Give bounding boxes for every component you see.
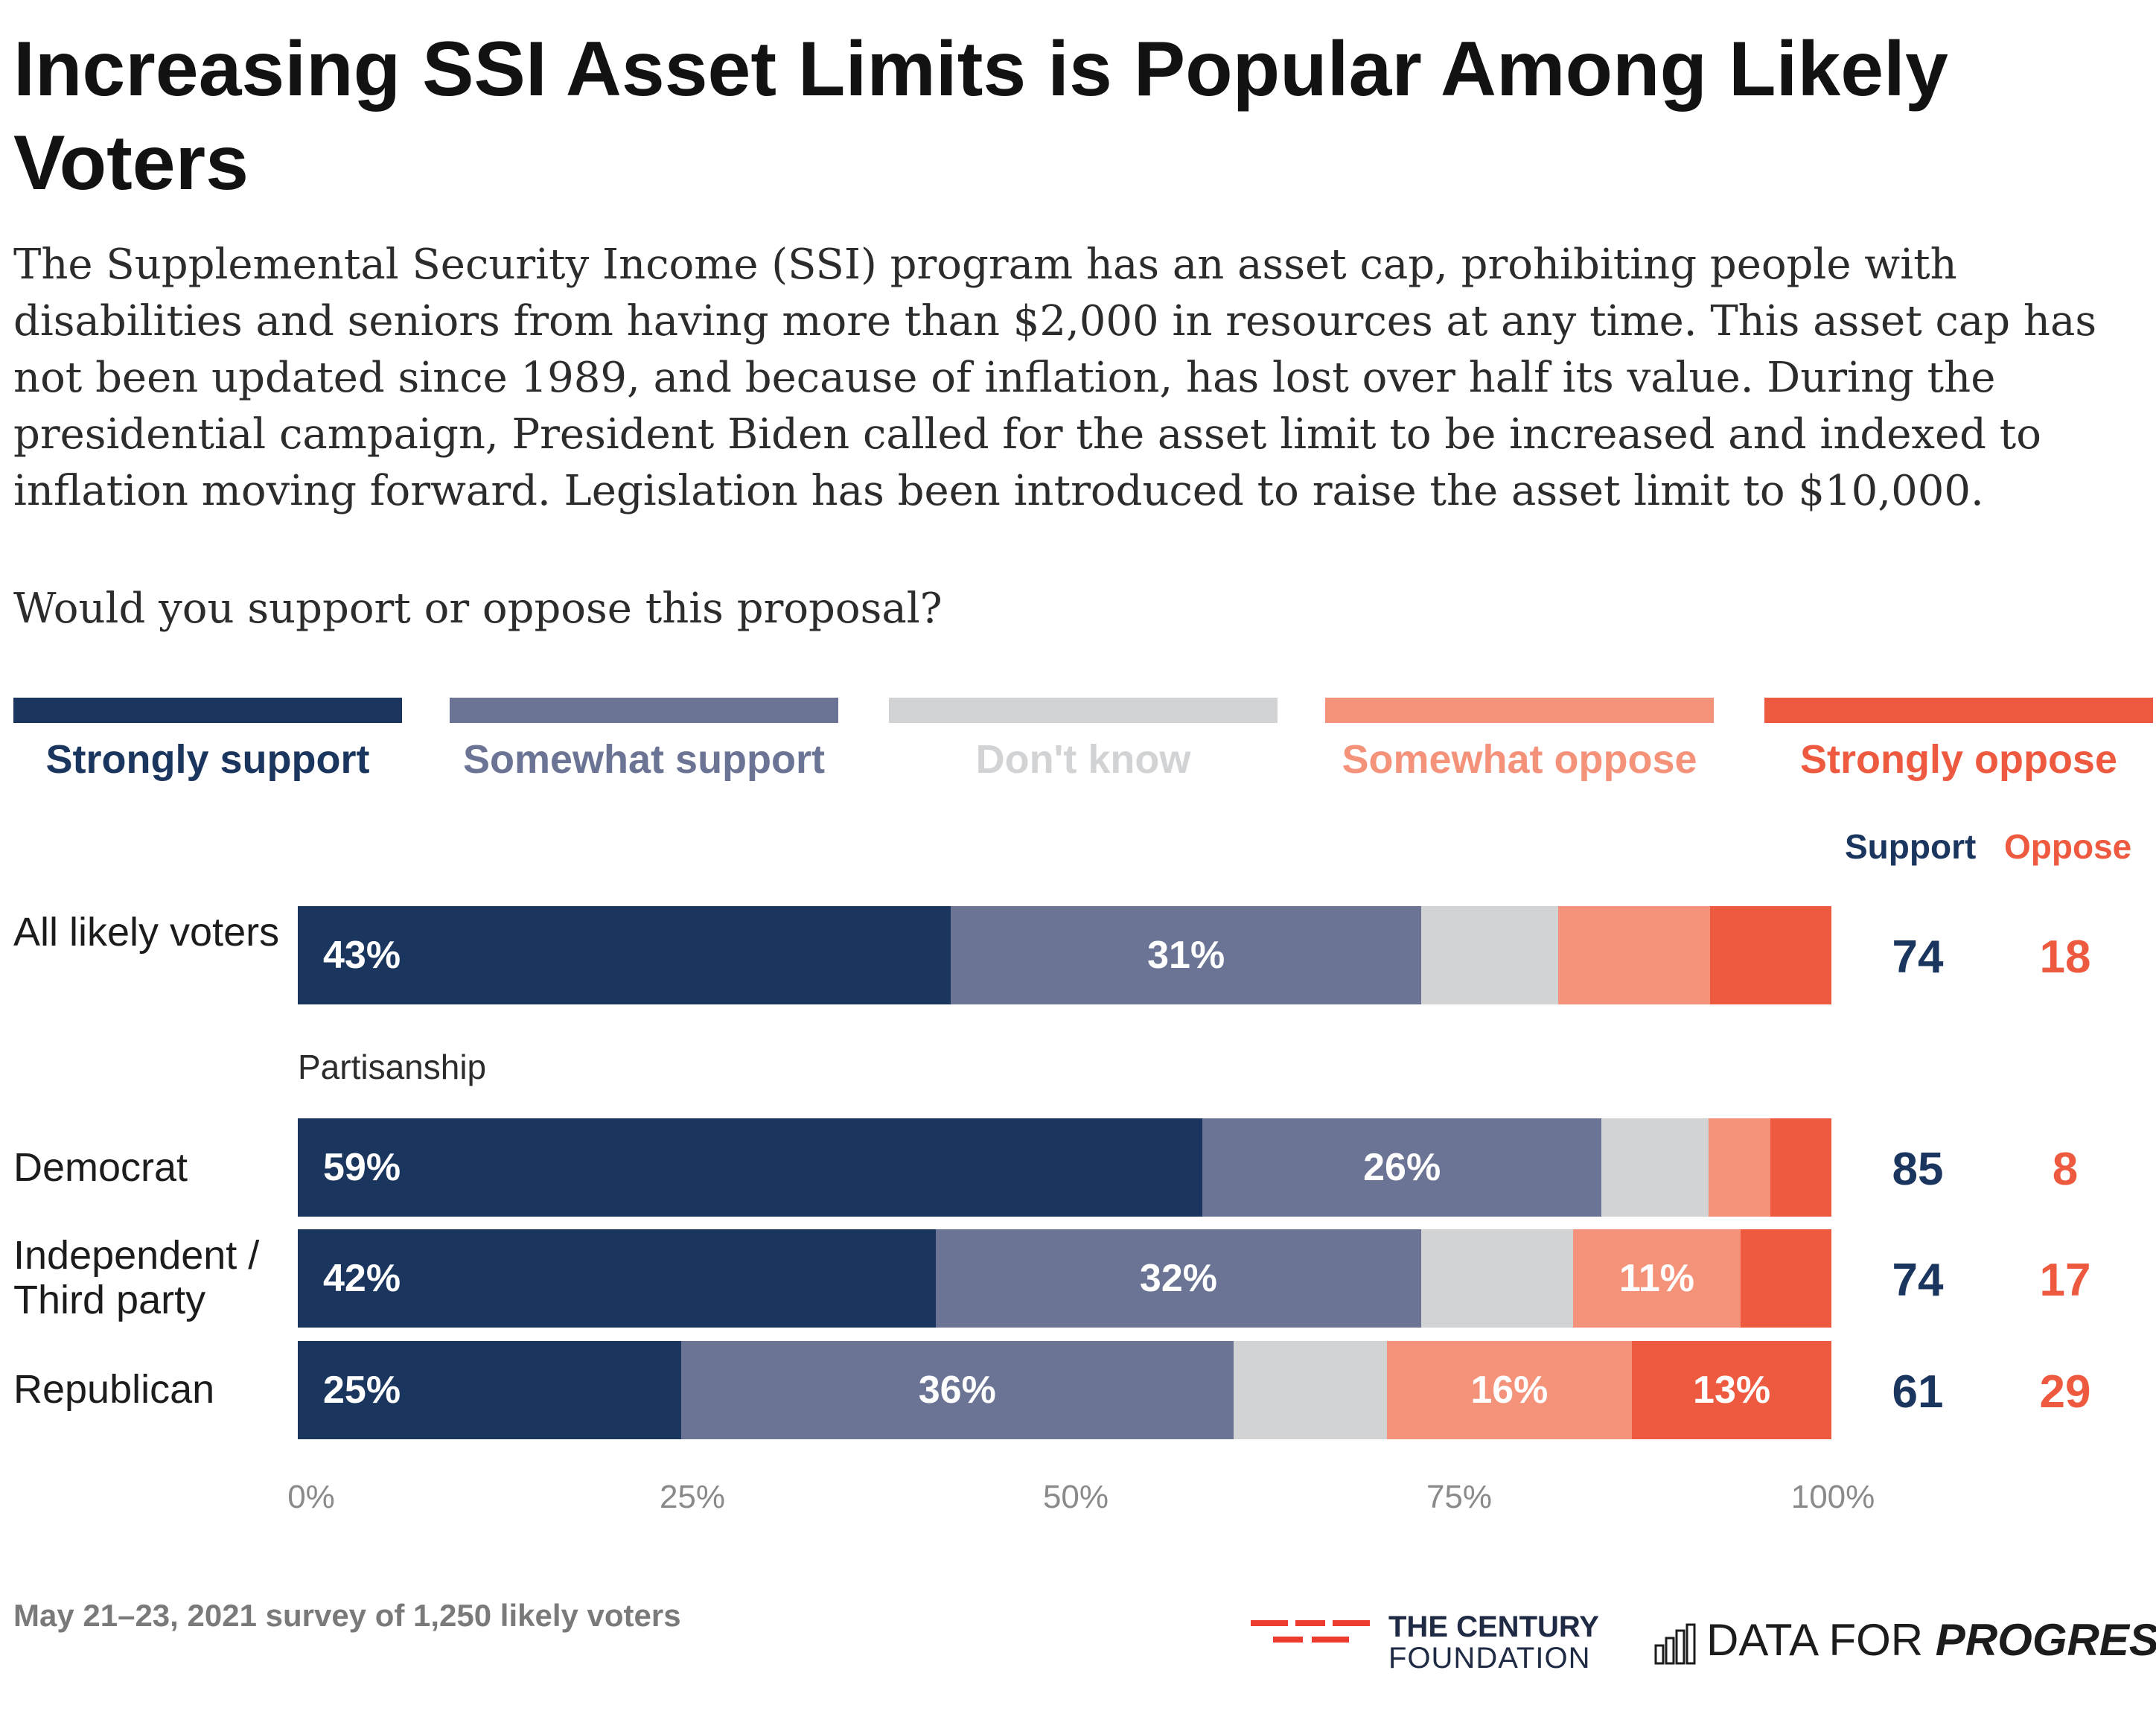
legend-strongly-oppose: Strongly oppose xyxy=(1764,698,2153,787)
support-value-democrat: 85 xyxy=(1892,1144,1944,1195)
legend-somewhat-oppose: Somewhat oppose xyxy=(1325,698,1714,787)
x-tick-0: 0% xyxy=(287,1479,335,1515)
row-label-republican: Republican xyxy=(13,1367,215,1412)
bar-segment-somewhat-support xyxy=(951,906,1422,1004)
century-foundation-wordmark: THE CENTURY FOUNDATION xyxy=(1388,1611,1599,1674)
legend-dont-know: Don't know xyxy=(889,698,1278,787)
bar-segment-somewhat-support xyxy=(1202,1118,1601,1217)
data-label-strongly-support: 43% xyxy=(323,934,401,977)
survey-question: Would you support or oppose this proposa… xyxy=(13,584,943,633)
legend-label: Strongly oppose xyxy=(1799,737,2117,782)
legend-swatch xyxy=(13,698,402,723)
legend-label: Strongly support xyxy=(45,737,370,782)
oppose-value-republican: 29 xyxy=(2039,1366,2091,1418)
bar-segment-somewhat-oppose xyxy=(1573,1229,1741,1328)
oppose-header: Oppose xyxy=(2004,827,2132,866)
row-label-independent: Independent / Third party xyxy=(13,1233,260,1322)
bar-segment-somewhat-support xyxy=(681,1341,1234,1439)
bar-segment-strongly-support xyxy=(298,1118,1203,1217)
legend-label: Somewhat support xyxy=(462,737,826,782)
legend-swatch xyxy=(1325,698,1714,723)
data-label-somewhat-support: 26% xyxy=(1363,1146,1441,1189)
legend-label: Somewhat oppose xyxy=(1342,737,1697,782)
legend-strongly-support: Strongly support xyxy=(13,698,402,787)
bar-republican: 25% 36% 16% 13% xyxy=(298,1341,1831,1439)
bar-segment-strongly-oppose xyxy=(1632,1341,1831,1439)
data-label-somewhat-support: 31% xyxy=(1147,934,1225,977)
bar-segment-strongly-oppose xyxy=(1709,906,1831,1004)
x-tick-50: 50% xyxy=(1042,1479,1109,1515)
bar-segment-strongly-support xyxy=(298,906,951,1004)
x-tick-100: 100% xyxy=(1790,1479,1875,1515)
support-value-all-voters: 74 xyxy=(1892,931,1944,983)
century-foundation-mark-icon xyxy=(1251,1620,1370,1643)
x-tick-25: 25% xyxy=(659,1479,726,1515)
data-label-strongly-support: 42% xyxy=(323,1257,401,1300)
oppose-value-independent: 17 xyxy=(2039,1255,2091,1306)
data-label-strongly-support: 59% xyxy=(323,1146,401,1189)
legend-somewhat-support: Somewhat support xyxy=(450,698,838,787)
legend-swatch xyxy=(450,698,838,723)
data-label-somewhat-oppose: 16% xyxy=(1470,1369,1549,1412)
legend-swatch xyxy=(1764,698,2153,723)
bar-segment-dont-know xyxy=(1421,906,1558,1004)
bar-segment-dont-know xyxy=(1601,1118,1709,1217)
bar-segment-strongly-oppose xyxy=(1740,1229,1831,1328)
bar-segment-strongly-support xyxy=(298,1341,681,1439)
bar-segment-strongly-oppose xyxy=(1770,1118,1831,1217)
bar-chart-icon xyxy=(1654,1623,1696,1665)
oppose-value-all-voters: 18 xyxy=(2039,931,2091,983)
bar-all-voters: 43% 31% xyxy=(298,906,1831,1004)
legend-swatch xyxy=(889,698,1278,723)
bar-segment-strongly-support xyxy=(298,1229,936,1328)
data-label-somewhat-support: 32% xyxy=(1139,1257,1217,1300)
data-label-strongly-support: 25% xyxy=(323,1369,401,1412)
support-value-independent: 74 xyxy=(1892,1255,1944,1306)
chart-title: Increasing SSI Asset Limits is Popular A… xyxy=(13,26,1948,206)
bar-segment-dont-know xyxy=(1233,1341,1387,1439)
data-label-somewhat-oppose: 11% xyxy=(1618,1257,1695,1300)
dfp-prefix: DATA FOR xyxy=(1706,1615,1936,1665)
bar-segment-somewhat-support xyxy=(935,1229,1422,1328)
century-foundation-logo: THE CENTURY FOUNDATION xyxy=(1251,1611,1608,1686)
dfp-emphasis: PROGRESS xyxy=(1935,1615,2156,1665)
support-value-republican: 61 xyxy=(1892,1366,1944,1418)
bar-segment-somewhat-oppose xyxy=(1709,1118,1770,1217)
row-label-all-voters: All likely voters xyxy=(13,910,280,955)
x-tick-75: 75% xyxy=(1426,1479,1493,1515)
oppose-value-democrat: 8 xyxy=(2052,1144,2079,1195)
data-label-somewhat-support: 36% xyxy=(918,1369,996,1412)
bar-segment-dont-know xyxy=(1421,1229,1574,1328)
bar-segment-somewhat-oppose xyxy=(1386,1341,1633,1439)
bar-democrat: 59% 26% xyxy=(298,1118,1831,1217)
data-label-strongly-oppose: 13% xyxy=(1693,1369,1771,1412)
survey-footnote: May 21–23, 2021 survey of 1,250 likely v… xyxy=(13,1598,681,1633)
tcf-line-2: FOUNDATION xyxy=(1388,1642,1591,1675)
legend-label: Don't know xyxy=(975,737,1191,782)
row-label-democrat: Democrat xyxy=(13,1145,188,1190)
tcf-line-1: THE CENTURY xyxy=(1388,1611,1599,1643)
support-header: Support xyxy=(1845,827,1977,866)
group-label-partisanship: Partisanship xyxy=(298,1048,487,1086)
chart-description: The Supplemental Security Income (SSI) p… xyxy=(13,240,2097,515)
bar-independent: 42% 32% 11% xyxy=(298,1229,1831,1328)
bar-segment-somewhat-oppose xyxy=(1557,906,1710,1004)
